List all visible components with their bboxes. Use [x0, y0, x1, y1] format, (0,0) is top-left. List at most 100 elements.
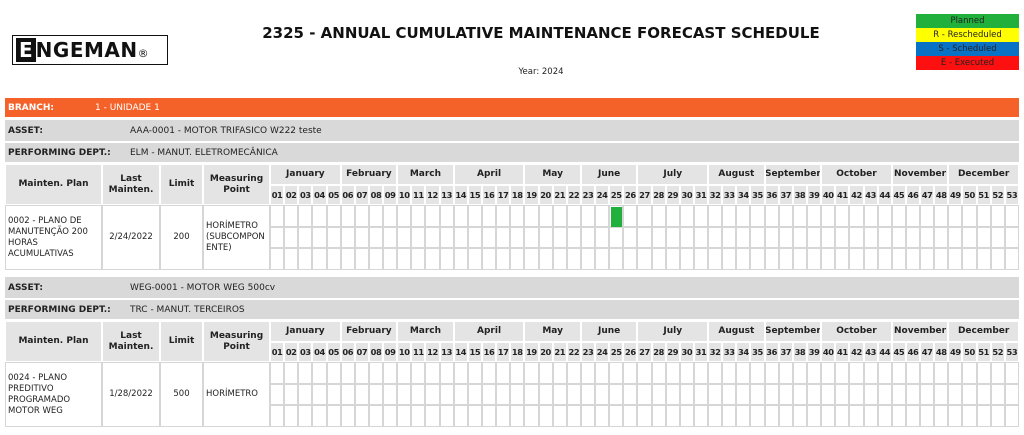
week-cell	[368, 362, 384, 384]
week-header: 21	[552, 342, 567, 362]
week-cell	[934, 226, 949, 249]
week-header: 30	[679, 342, 694, 362]
week-header: 28	[651, 185, 666, 205]
week-header: 01	[270, 185, 285, 205]
asset-label: ASSET:	[8, 282, 43, 293]
week-cell	[792, 248, 807, 270]
week-cell	[326, 405, 341, 427]
week-cell	[1004, 383, 1019, 406]
week-cell	[538, 205, 553, 227]
week-cell	[849, 405, 864, 427]
week-cell	[284, 362, 299, 384]
week-cell	[298, 226, 313, 249]
week-cell	[920, 405, 935, 427]
week-cell	[425, 248, 440, 270]
week-cell	[962, 205, 977, 227]
month-header: September	[764, 321, 822, 342]
plan-cell: 0002 - PLANO DE MANUTENÇÃO 200 HORAS ACU…	[5, 205, 102, 270]
week-cell	[425, 362, 440, 384]
asset-value: AAA-0001 - MOTOR TRIFASICO W222 teste	[130, 125, 322, 136]
week-header: 19	[524, 185, 539, 205]
week-cell	[736, 226, 751, 249]
week-cell	[708, 362, 723, 384]
week-cell	[566, 362, 581, 384]
plan-cell: HORÍMETRO (SUBCOMPONENTE)	[203, 205, 270, 270]
week-header: 14	[453, 342, 468, 362]
week-cell	[693, 405, 709, 427]
week-cell	[920, 205, 935, 227]
week-cell	[835, 405, 850, 427]
week-cell	[270, 205, 285, 227]
week-cell	[821, 205, 836, 227]
week-cell	[496, 248, 511, 270]
dept-label: PERFORMING DEPT.:	[8, 147, 111, 158]
week-cell	[792, 362, 807, 384]
week-cell	[637, 405, 652, 427]
week-cell	[270, 226, 285, 249]
week-cell	[792, 226, 807, 249]
week-cell	[637, 248, 652, 270]
week-cell	[439, 362, 454, 384]
week-cell	[467, 205, 482, 227]
week-header: 17	[496, 342, 511, 362]
week-cell	[510, 226, 525, 249]
week-cell	[312, 383, 327, 406]
week-cell	[326, 248, 341, 270]
week-cell	[637, 362, 652, 384]
week-cell	[298, 362, 313, 384]
week-cell	[934, 248, 949, 270]
dept-label: PERFORMING DEPT.:	[8, 304, 111, 315]
week-cell	[976, 205, 991, 227]
report-title: 2325 - ANNUAL CUMULATIVE MAINTENANCE FOR…	[262, 24, 820, 42]
week-cell	[368, 226, 384, 249]
week-header: 05	[326, 342, 341, 362]
week-cell	[453, 226, 468, 249]
week-cell	[863, 248, 878, 270]
week-header: 35	[750, 185, 765, 205]
week-cell	[722, 248, 737, 270]
week-cell	[708, 205, 723, 227]
week-cell	[609, 383, 624, 406]
week-header: 31	[693, 185, 709, 205]
week-cell	[891, 248, 906, 270]
month-header: June	[580, 321, 638, 342]
week-cell	[368, 205, 384, 227]
month-header: October	[821, 164, 892, 185]
week-header: 38	[792, 185, 807, 205]
month-header: January	[270, 164, 341, 185]
week-header: 50	[962, 185, 977, 205]
legend-item: S - Scheduled	[916, 42, 1019, 56]
week-cell	[821, 383, 836, 406]
week-cell	[439, 205, 454, 227]
week-cell	[905, 248, 921, 270]
week-header: 04	[312, 185, 327, 205]
week-cell	[510, 205, 525, 227]
week-cell	[397, 205, 412, 227]
week-header: 11	[411, 342, 426, 362]
month-header: November	[891, 164, 949, 185]
week-header: 08	[368, 342, 384, 362]
week-cell	[411, 248, 426, 270]
week-cell	[595, 362, 610, 384]
week-cell	[566, 226, 581, 249]
week-cell	[891, 383, 906, 406]
week-header: 27	[637, 185, 652, 205]
week-header: 07	[354, 185, 369, 205]
week-cell	[481, 405, 497, 427]
week-cell	[990, 205, 1005, 227]
week-header: 34	[736, 185, 751, 205]
week-header: 16	[481, 185, 497, 205]
week-header: 41	[835, 185, 850, 205]
column-header: Limit	[160, 321, 203, 362]
week-cell	[383, 248, 398, 270]
week-cell	[580, 362, 596, 384]
week-header: 12	[425, 342, 440, 362]
week-cell	[764, 383, 779, 406]
week-header: 13	[439, 342, 454, 362]
week-cell	[439, 405, 454, 427]
week-header: 28	[651, 342, 666, 362]
week-cell	[736, 383, 751, 406]
week-cell	[623, 248, 638, 270]
week-cell	[270, 248, 285, 270]
week-cell	[920, 362, 935, 384]
